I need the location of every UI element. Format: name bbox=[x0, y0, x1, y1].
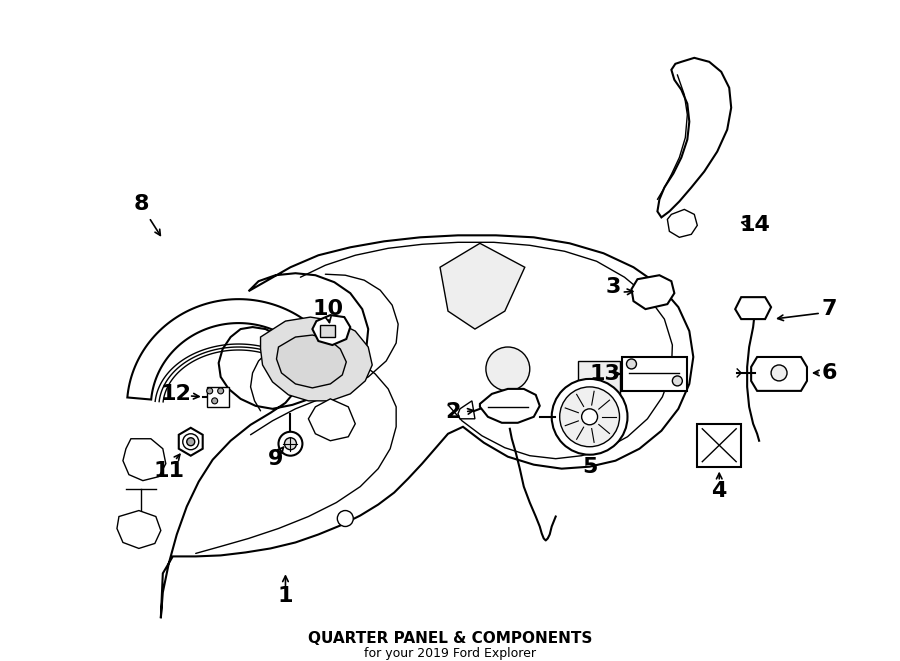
Polygon shape bbox=[735, 297, 771, 319]
Circle shape bbox=[187, 438, 194, 446]
Circle shape bbox=[581, 409, 598, 425]
Polygon shape bbox=[161, 235, 693, 618]
Text: 12: 12 bbox=[160, 384, 191, 404]
Polygon shape bbox=[179, 428, 203, 455]
Polygon shape bbox=[260, 317, 373, 401]
Circle shape bbox=[626, 359, 636, 369]
Polygon shape bbox=[578, 361, 619, 399]
Circle shape bbox=[278, 432, 302, 455]
Text: 14: 14 bbox=[740, 215, 770, 235]
Circle shape bbox=[338, 510, 354, 527]
Polygon shape bbox=[668, 210, 698, 237]
Polygon shape bbox=[752, 357, 807, 391]
Text: 7: 7 bbox=[821, 299, 837, 319]
Polygon shape bbox=[320, 325, 336, 337]
Circle shape bbox=[212, 398, 218, 404]
Polygon shape bbox=[480, 389, 540, 423]
Polygon shape bbox=[312, 315, 350, 345]
Circle shape bbox=[207, 388, 212, 394]
Circle shape bbox=[218, 388, 223, 394]
Text: 5: 5 bbox=[582, 457, 598, 477]
Polygon shape bbox=[207, 387, 229, 407]
Circle shape bbox=[183, 434, 199, 449]
Polygon shape bbox=[458, 401, 475, 419]
Polygon shape bbox=[622, 357, 688, 391]
Text: 4: 4 bbox=[712, 481, 727, 500]
Text: 13: 13 bbox=[590, 364, 620, 384]
Polygon shape bbox=[276, 335, 346, 388]
Circle shape bbox=[284, 438, 296, 449]
Circle shape bbox=[552, 379, 627, 455]
Polygon shape bbox=[117, 510, 161, 549]
Polygon shape bbox=[440, 243, 525, 329]
Text: 11: 11 bbox=[153, 461, 184, 481]
Text: 6: 6 bbox=[821, 363, 837, 383]
Polygon shape bbox=[123, 439, 166, 481]
Polygon shape bbox=[657, 58, 731, 217]
Circle shape bbox=[486, 347, 530, 391]
Polygon shape bbox=[127, 299, 340, 399]
Circle shape bbox=[771, 365, 787, 381]
Text: 2: 2 bbox=[446, 402, 461, 422]
Text: 9: 9 bbox=[268, 449, 284, 469]
Circle shape bbox=[672, 376, 682, 386]
Text: 1: 1 bbox=[278, 586, 293, 606]
Text: for your 2019 Ford Explorer: for your 2019 Ford Explorer bbox=[364, 646, 536, 660]
Text: QUARTER PANEL & COMPONENTS: QUARTER PANEL & COMPONENTS bbox=[308, 631, 592, 646]
Polygon shape bbox=[632, 275, 674, 309]
Text: 3: 3 bbox=[606, 277, 621, 297]
Circle shape bbox=[560, 387, 619, 447]
Polygon shape bbox=[698, 424, 742, 467]
Text: 10: 10 bbox=[313, 299, 344, 319]
Text: 8: 8 bbox=[133, 194, 148, 214]
Polygon shape bbox=[309, 399, 356, 441]
